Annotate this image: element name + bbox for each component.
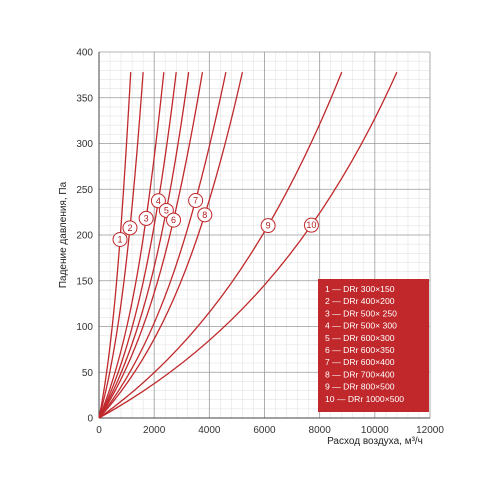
curve-tag-label: 6 bbox=[171, 215, 176, 225]
curve-tag-label: 4 bbox=[156, 196, 161, 206]
y-tick-label: 250 bbox=[76, 185, 93, 196]
curve-tag-label: 7 bbox=[193, 195, 198, 205]
curve-tag-circle bbox=[112, 231, 128, 247]
legend-item: 1 — DRr 300×150 bbox=[325, 284, 395, 294]
y-tick-label: 300 bbox=[76, 139, 93, 150]
legend-item: 9 — DRr 800×500 bbox=[325, 382, 395, 392]
y-axis-label: Падение давления, Па bbox=[58, 181, 69, 288]
curve-tag-circle bbox=[260, 218, 276, 234]
legend-item: 10 — DRr 1000×500 bbox=[325, 394, 404, 404]
axes bbox=[98, 52, 430, 419]
legend-item: 3 — DRr 500× 250 bbox=[325, 308, 397, 318]
curve-tag-circle bbox=[188, 192, 204, 208]
curve-tag-circle bbox=[303, 217, 319, 233]
curve-tag-circle bbox=[122, 220, 138, 236]
legend-box bbox=[318, 279, 429, 412]
x-tick-labels: 0 2000 4000 6000 8000 10000 12000 bbox=[96, 425, 444, 436]
curve-series-8 bbox=[98, 71, 244, 419]
y-tick-label: 50 bbox=[82, 368, 94, 379]
curve-tag-label: 1 bbox=[118, 234, 123, 244]
legend-item: 8 — DRr 700×400 bbox=[325, 369, 395, 379]
y-tick-label: 150 bbox=[76, 276, 93, 287]
curve-tag-label: 5 bbox=[164, 205, 169, 215]
curve-tag-circle bbox=[150, 193, 166, 209]
curve-series-5 bbox=[98, 72, 190, 419]
x-tick-label: 10000 bbox=[361, 425, 389, 436]
curve-tag-label: 8 bbox=[202, 210, 207, 220]
y-tick-label: 350 bbox=[76, 93, 93, 104]
curve-tag-circle bbox=[138, 210, 154, 226]
curve-tag-label: 2 bbox=[127, 223, 132, 233]
grid bbox=[99, 51, 431, 418]
x-tick-label: 4000 bbox=[198, 425, 221, 436]
x-axis-label: Расход воздуха, м³/ч bbox=[327, 436, 423, 447]
y-tick-label: 0 bbox=[87, 414, 93, 425]
curve-series-9 bbox=[98, 71, 343, 419]
curve-series-4 bbox=[98, 72, 177, 419]
x-tick-label: 6000 bbox=[253, 425, 276, 436]
y-tick-label: 400 bbox=[76, 48, 93, 59]
legend-item: 2 — DRr 400×200 bbox=[325, 296, 395, 306]
x-tick-label: 2000 bbox=[143, 425, 166, 436]
curve-tag-label: 10 bbox=[306, 220, 316, 230]
curve-tag-label: 3 bbox=[144, 213, 149, 223]
curve-series-10 bbox=[98, 71, 398, 419]
curve-tag-label: 9 bbox=[266, 221, 271, 231]
curve-series-7 bbox=[98, 71, 227, 419]
curve-series-3 bbox=[98, 72, 165, 419]
curve-tag-circle bbox=[166, 212, 182, 228]
curve-series-6 bbox=[98, 72, 204, 419]
x-tick-label: 0 bbox=[96, 425, 102, 436]
x-tick-label: 12000 bbox=[416, 425, 444, 436]
legend-item: 7 — DRr 600×400 bbox=[325, 357, 395, 367]
legend: 1 — DRr 300×150 2 — DRr 400×200 3 — DRr 50… bbox=[318, 279, 429, 412]
curve-series-2 bbox=[98, 72, 144, 419]
curve-tag-circle bbox=[197, 207, 213, 223]
x-tick-label: 8000 bbox=[309, 425, 332, 436]
y-tick-label: 100 bbox=[76, 322, 93, 333]
y-tick-label: 200 bbox=[76, 231, 93, 242]
y-tick-labels: 0 50 100 150 200 250 300 350 400 bbox=[76, 48, 93, 425]
legend-item: 4 — DRr 500× 300 bbox=[325, 321, 397, 331]
curves bbox=[98, 71, 398, 419]
legend-item: 5 — DRr 600×300 bbox=[325, 333, 395, 343]
legend-item: 6 — DRr 600×350 bbox=[325, 345, 395, 355]
curve-series-1 bbox=[98, 72, 132, 419]
